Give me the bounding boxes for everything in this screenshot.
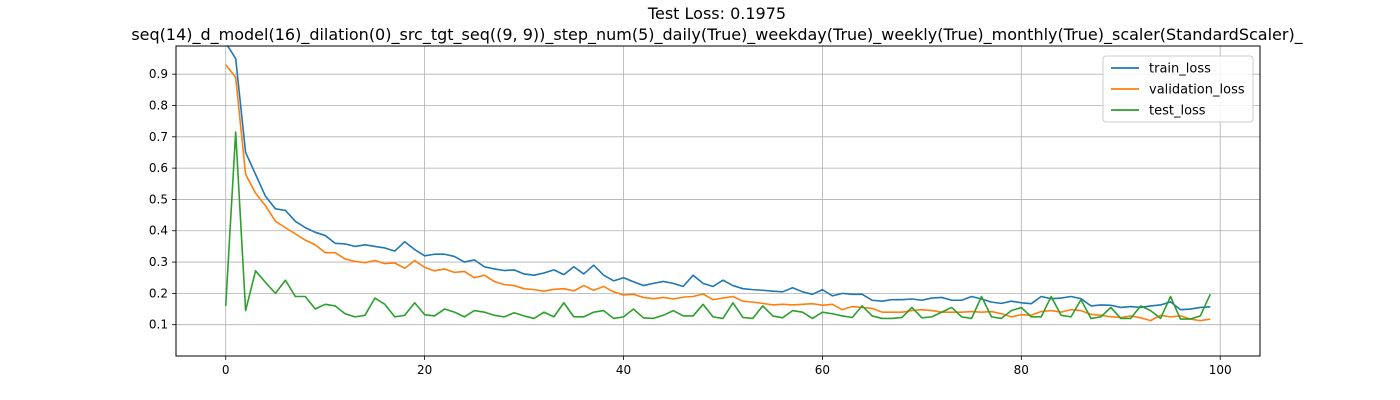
y-tick-label: 0.4 (149, 224, 168, 238)
legend-box (1102, 55, 1254, 123)
chart-subtitle: seq(14)_d_model(16)_dilation(0)_src_tgt_… (131, 25, 1303, 45)
series-line-test-loss (224, 131, 1212, 320)
axis-ticks: 0 20 40 60 80 100 0.1 0.2 0.3 0.4 0.5 0.6 0.7 0.8 0.9 (149, 67, 1232, 377)
legend-label: validation_loss (1149, 83, 1245, 98)
x-tick-label: 20 (417, 363, 432, 377)
y-tick-label: 0.6 (149, 161, 168, 175)
x-tick-label: 0 (222, 363, 230, 377)
x-tick-label: 40 (616, 363, 631, 377)
y-tick-label: 0.9 (149, 67, 168, 81)
x-tick-label: 80 (1014, 363, 1029, 377)
y-tick-label: 0.1 (149, 318, 168, 332)
legend-label: test_loss (1149, 104, 1206, 119)
y-tick-label: 0.2 (149, 286, 168, 300)
x-tick-label: 100 (1209, 363, 1232, 377)
y-tick-label: 0.7 (149, 130, 168, 144)
plot-frame (175, 45, 1261, 357)
legend: train_loss validation_loss test_loss (1102, 55, 1254, 123)
y-tick-label: 0.5 (149, 192, 168, 206)
series-line-validation-loss (225, 64, 1211, 322)
y-tick-label: 0.3 (149, 255, 168, 269)
legend-label: train_loss (1149, 62, 1211, 77)
y-tick-label: 0.8 (149, 98, 168, 112)
series-lines (224, 46, 1212, 322)
chart-title: Test Loss: 0.1975 (647, 4, 786, 23)
x-tick-label: 60 (815, 363, 830, 377)
series-line-train-loss (226, 46, 1211, 311)
